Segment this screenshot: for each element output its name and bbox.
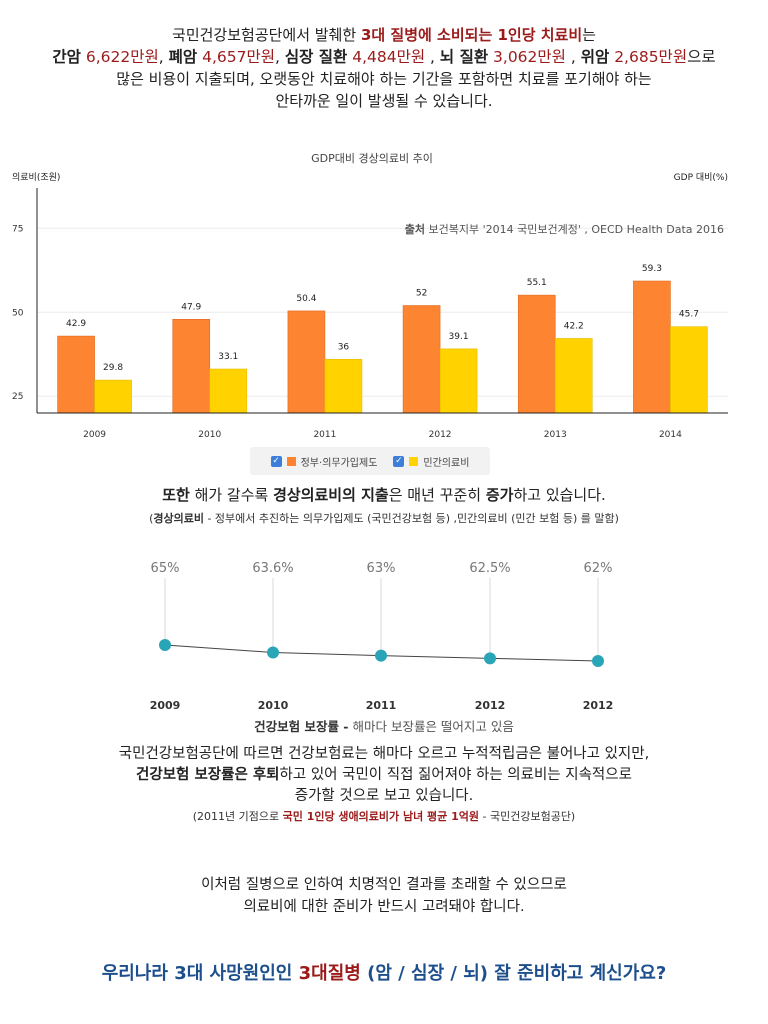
bar-value-label: 36 [338,342,350,352]
line-point[interactable] [375,649,387,662]
bar-government[interactable] [633,280,671,414]
bar-private[interactable] [94,379,132,414]
line-point[interactable] [484,652,496,665]
x-tick-label: 2013 [544,430,567,440]
line-value-label: 63% [367,561,396,576]
line-value-label: 65% [151,561,180,576]
line-value-labels: 65% 63.6% 63% 62.5% 62% [151,561,613,576]
legend-label-private: 민간의료비 [423,457,470,469]
bar-value-label: 55.1 [527,278,547,288]
final-question: 우리나라 3대 사망원인인 3대질병 (암 / 심장 / 뇌) 잘 준비하고 계… [101,963,667,984]
cost-item: 심장 질환 4,484만원 , [284,48,440,66]
line-x-tick-label: 2010 [258,699,289,712]
medical-expense-bar-chart: GDP대비 경상의료비 추이 의료비(조원) GDP 대비(%) 255075 … [12,152,728,440]
x-tick-label: 2012 [429,430,452,440]
coverage-rate-line-chart: 65% 63.6% 63% 62.5% 62% 2009 2010 2011 2012 2012 [150,561,614,712]
bar-value-label: 52 [416,289,427,299]
y-axis-label: 의료비(조원) [12,172,60,183]
intro-highlight: 3대 질병에 소비되는 1인당 치료비 [360,26,583,44]
line-x-tick-label: 2009 [150,699,181,712]
y2-axis-label: GDP 대비(%) [674,172,728,183]
bar-government[interactable] [172,319,211,414]
bar-private[interactable] [670,326,708,414]
chart-title: GDP대비 경상의료비 추이 [311,152,433,165]
bar-value-label: 39.1 [449,332,469,342]
bar-government[interactable] [287,310,326,414]
bar-private[interactable] [439,348,478,414]
line-value-label: 63.6% [252,561,293,576]
bar-private[interactable] [324,358,363,414]
legend-swatch-government [286,456,296,466]
definition-note: (경상의료비 - 정부에서 추진하는 의무가입제도 (국민건강보험 등) ,민간… [149,512,619,525]
line-points [159,639,604,667]
legend-label-government: 정부·의무가입제도 [300,457,378,469]
x-tick-labels: 2009 2010 2011 2012 2013 2014 [83,430,682,440]
intro-paragraph: 국민건강보험공단에서 발췌한 3대 질병에 소비되는 1인당 치료비는 간암 6… [0,24,768,112]
legend-item-government[interactable]: ✓ 정부·의무가입제도 [270,454,378,469]
line-x-tick-label: 2012 [583,699,614,712]
check-icon[interactable]: ✓ [270,455,282,467]
cost-item: 간암 6,622만원, [52,48,169,66]
bar-value-label: 50.4 [296,294,316,304]
bar-private[interactable] [209,368,248,414]
line-x-tick-label: 2012 [475,699,506,712]
x-tick-label: 2014 [659,430,682,440]
bar-value-label: 45.7 [679,310,699,320]
x-tick-label: 2010 [198,430,221,440]
bar-value-label: 59.3 [642,264,662,274]
intro-line-1: 국민건강보험공단에서 발췌한 3대 질병에 소비되는 1인당 치료비는 [172,26,596,44]
lifetime-cost-note: (2011년 기점으로 국민 1인당 생애의료비가 남녀 평균 1억원 - 국민… [192,810,576,823]
line-x-tick-label: 2011 [366,699,397,712]
bar-government[interactable] [402,305,441,414]
bar-value-label: 42.2 [564,321,584,331]
y-tick-label: 25 [12,392,23,402]
line-chart-caption: 건강보험 보장률 - 해마다 보장률은 떨어지고 있음 [254,719,514,734]
bar-series: 42.9 29.8 47.9 33.1 50.4 36 52 39.1 55.1 42.2 59.3… [57,264,708,414]
legend-swatch-private [409,456,419,466]
chart-gridlines: 25 50 75 [12,224,728,402]
line-value-label: 62% [584,561,613,576]
bar-government[interactable] [517,294,556,414]
intro-line-3: 많은 비용이 지출되며, 오랫동안 치료해야 하는 기간을 포함하면 치료를 포… [116,70,652,88]
chart-source: 출처 보건복지부 '2014 국민보건계정' , OECD Health Dat… [405,222,724,236]
insurance-paragraph: 국민건강보험공단에 따르면 건강보험료는 해마다 오르고 누적적립금은 불어나고… [118,746,650,804]
bar-private[interactable] [554,338,593,414]
line-point[interactable] [267,646,279,659]
bar-value-label: 42.9 [66,319,86,329]
legend-item-private[interactable]: ✓ 민간의료비 [393,454,469,469]
bar-government[interactable] [57,335,95,414]
line-value-label: 62.5% [469,561,510,576]
conclusion-paragraph: 이처럼 질병으로 인하여 치명적인 결과를 초래할 수 있으므로 의료비에 대한… [201,877,567,915]
cost-item: 뇌 질환 3,062만원 , [439,48,581,66]
line-point[interactable] [592,655,604,667]
cost-item: 폐암 4,657만원, [168,48,285,66]
line-x-tick-labels: 2009 2010 2011 2012 2012 [150,699,614,712]
trend-sentence: 또한 해가 갈수록 경상의료비의 지출은 매년 꾸준히 증가하고 있습니다. [162,486,606,504]
y-tick-label: 50 [12,308,24,318]
check-icon[interactable]: ✓ [393,455,405,467]
chart-legend: ✓ 정부·의무가입제도 ✓ 민간의료비 [250,447,490,475]
line-point[interactable] [159,639,171,651]
line-stems [164,578,599,661]
intro-line-4: 안타까운 일이 발생될 수 있습니다. [275,92,493,110]
y-tick-label: 75 [12,224,23,234]
bar-value-label: 47.9 [181,302,201,312]
cost-item: 위암 2,685만원으로 [580,48,716,66]
intro-cost-list: 간암 6,622만원, 폐암 4,657만원, 심장 질환 4,484만원 , … [0,46,768,68]
bar-value-label: 29.8 [103,363,123,373]
x-tick-label: 2011 [313,430,336,440]
x-tick-label: 2009 [83,430,106,440]
bar-value-label: 33.1 [218,352,238,362]
